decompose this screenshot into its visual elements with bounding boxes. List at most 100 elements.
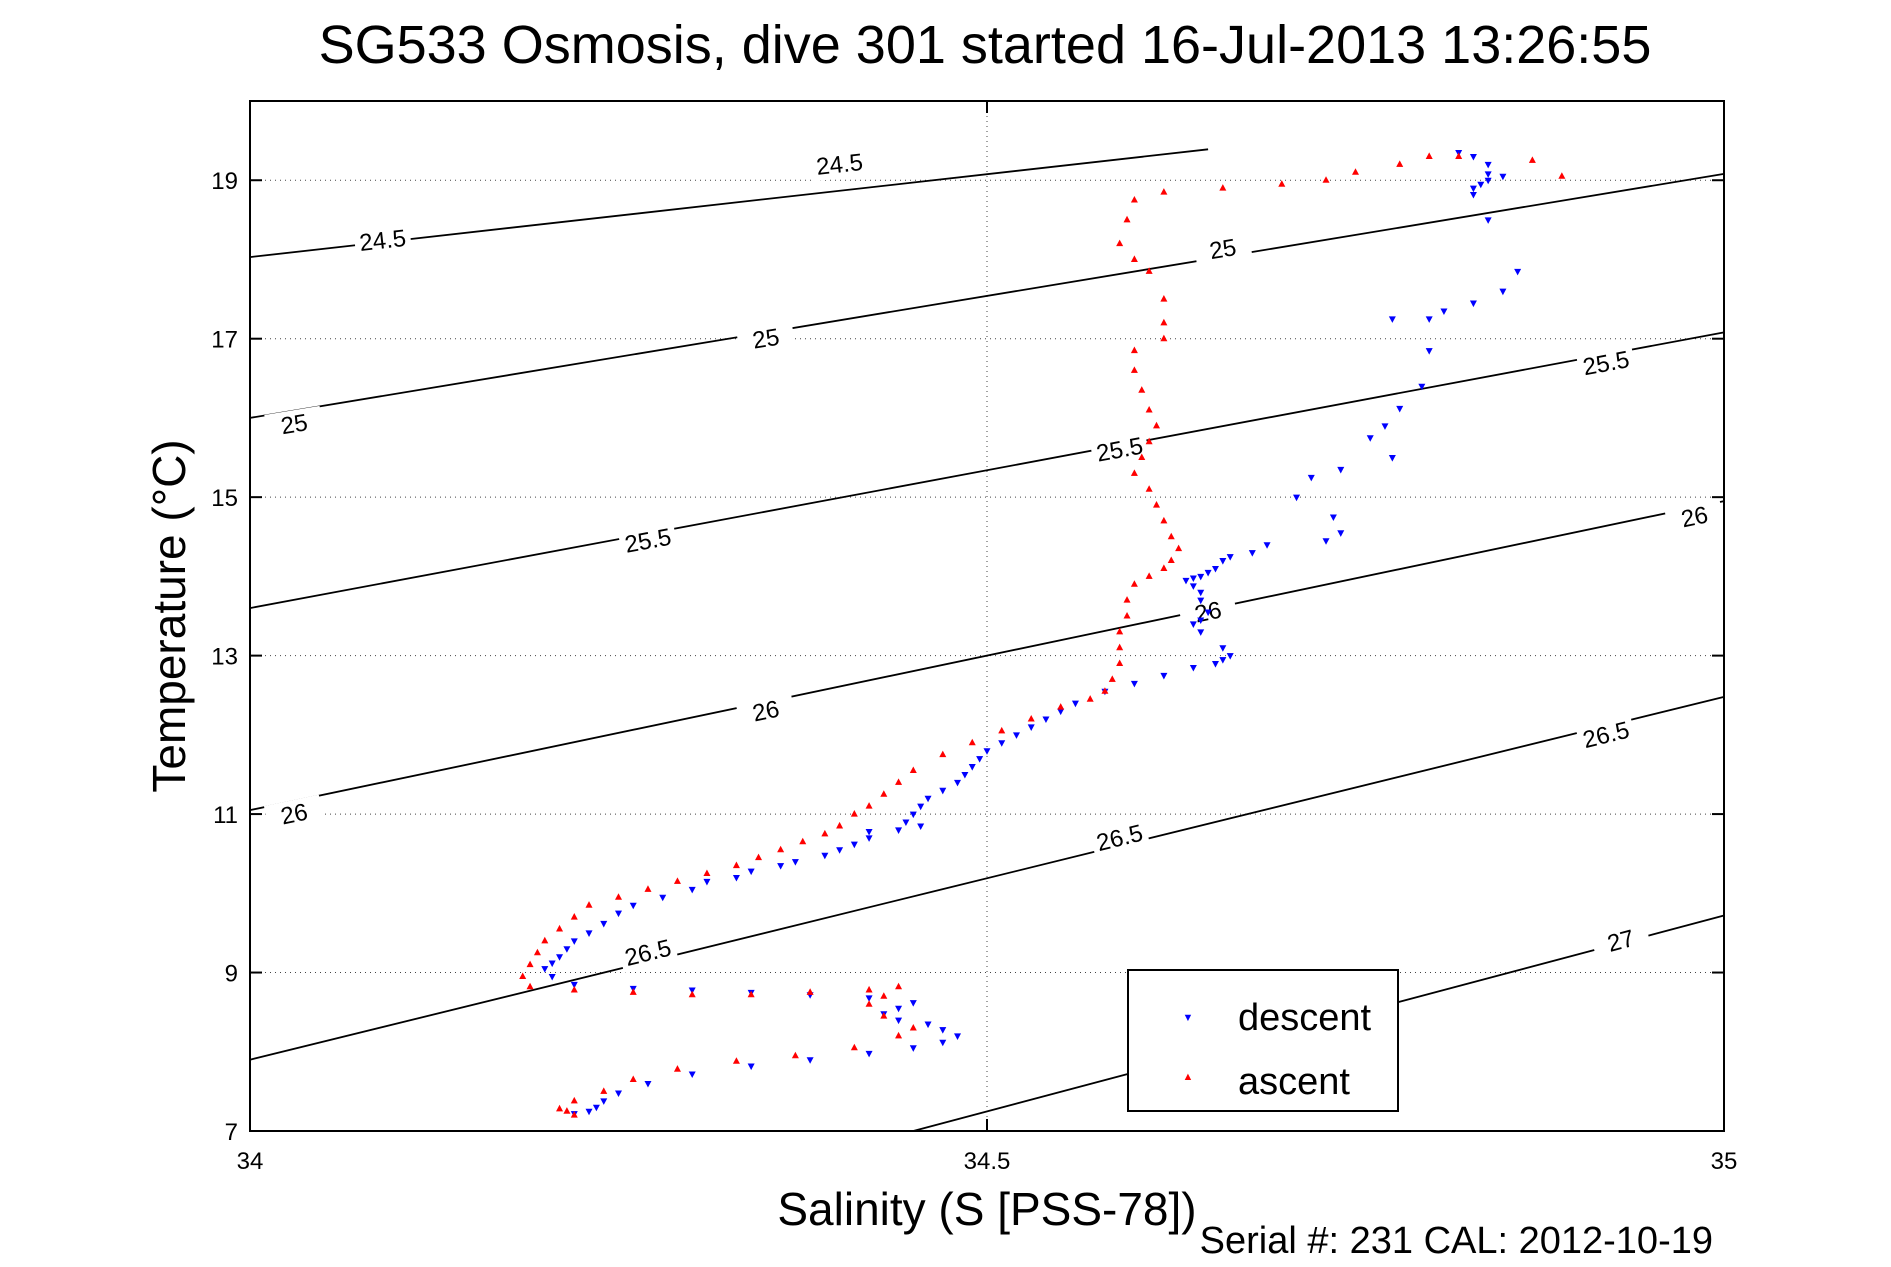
descent-point <box>1160 672 1168 680</box>
descent-point <box>1396 405 1404 413</box>
contour-line <box>249 331 1725 609</box>
descent-point <box>954 779 962 787</box>
descent-point <box>895 827 903 834</box>
descent-point <box>902 819 910 827</box>
descent-point <box>1440 308 1448 315</box>
contour-line <box>249 695 1725 1061</box>
ascent-point <box>1101 687 1109 694</box>
contour-24-5: 24.5 24.5 <box>249 147 1209 258</box>
ascent-point <box>1153 501 1161 508</box>
descent-point <box>1484 217 1492 224</box>
ascent-point <box>1425 152 1433 159</box>
descent-point <box>821 852 829 860</box>
descent-point <box>1469 185 1477 193</box>
descent-point <box>1226 554 1234 561</box>
descent-point <box>1388 455 1396 462</box>
ascent-point <box>1455 152 1463 159</box>
ascent-point <box>1167 532 1175 540</box>
descent-point <box>939 787 947 795</box>
ascent-point <box>777 845 785 853</box>
ascent-point <box>909 1023 917 1031</box>
contour-label-bg <box>617 521 679 560</box>
ascent-point <box>895 1031 903 1039</box>
contour-label: 24.5 <box>358 225 407 257</box>
contour-label: 25 <box>279 409 310 440</box>
contour-label: 26 <box>278 799 310 831</box>
ascent-point <box>968 738 976 746</box>
ascent-point <box>541 936 549 944</box>
ascent-point <box>1116 239 1124 247</box>
descent-point <box>1484 171 1492 178</box>
ascent-point <box>1528 156 1536 163</box>
descent-point <box>924 1021 932 1029</box>
y-tick-label: 9 <box>225 961 238 988</box>
descent-point <box>1337 466 1345 474</box>
ascent-point <box>585 901 593 908</box>
ascent-point <box>563 1107 571 1114</box>
contour-label-bg <box>1089 817 1151 859</box>
descent-point <box>1204 609 1212 617</box>
descent-point <box>924 795 932 803</box>
contour-label: 25 <box>1208 234 1239 265</box>
contour-label-bg <box>264 405 325 443</box>
descent-point <box>1425 316 1433 323</box>
contour-label-bg <box>1575 344 1637 383</box>
ascent-point <box>533 948 541 956</box>
descent-point <box>1204 569 1212 577</box>
descent-point <box>1469 153 1477 161</box>
contour-label-bg <box>735 320 796 358</box>
ascent-point <box>1130 196 1138 203</box>
contour-label: 26 <box>750 696 782 728</box>
ascent-point <box>1057 703 1065 710</box>
ascent-point <box>895 982 903 990</box>
contour-label-bg <box>617 932 679 974</box>
descent-point <box>1477 181 1485 189</box>
ascent-point <box>570 985 578 993</box>
descent-point <box>1012 732 1020 739</box>
ascent-point <box>1160 516 1168 524</box>
ascent-point <box>1138 453 1146 461</box>
contour-line <box>249 500 1725 811</box>
ascent-point <box>1027 714 1035 722</box>
contour-label-bg <box>1664 497 1725 537</box>
ascent-point <box>791 1051 799 1059</box>
y-axis-ticks: 7 9 11 13 15 17 19 <box>211 168 1724 1146</box>
descent-point <box>556 954 564 961</box>
descent-point <box>747 868 755 876</box>
descent-point <box>917 823 925 830</box>
ascent-point <box>614 893 623 900</box>
descent-point <box>939 1027 947 1034</box>
ascent-point <box>865 1000 873 1007</box>
descent-point <box>1484 161 1492 169</box>
ascent-point <box>629 988 637 995</box>
descent-point <box>1514 268 1522 276</box>
descent-point <box>1337 530 1345 537</box>
descent-point <box>732 874 740 882</box>
descent-point <box>1219 657 1227 664</box>
descent-point <box>1366 435 1374 442</box>
descent-point <box>1418 383 1426 391</box>
ascent-point <box>1123 596 1131 603</box>
descent-point <box>1226 653 1234 660</box>
contour-label: 24.5 <box>815 149 864 181</box>
legend-marker-descent: ▼ <box>1183 1012 1194 1024</box>
ascent-point <box>850 810 858 817</box>
descent-point <box>791 859 799 866</box>
contour-26-5: 26.526.526.5 <box>249 695 1725 1061</box>
descent-point <box>600 920 608 928</box>
descent-point <box>1027 724 1035 731</box>
descent-point <box>1042 716 1050 724</box>
contour-label: 25 <box>751 324 782 355</box>
descent-point <box>592 1104 600 1112</box>
contour-label: 26 <box>1679 501 1711 533</box>
ascent-point <box>747 990 755 998</box>
descent-point <box>1197 573 1205 581</box>
ascent-point <box>629 1075 637 1082</box>
descent-point <box>703 878 711 886</box>
y-tick-label: 13 <box>211 644 238 671</box>
descent-point <box>850 841 858 849</box>
ascent-point <box>806 988 814 995</box>
legend-label-descent: descent <box>1238 997 1372 1039</box>
